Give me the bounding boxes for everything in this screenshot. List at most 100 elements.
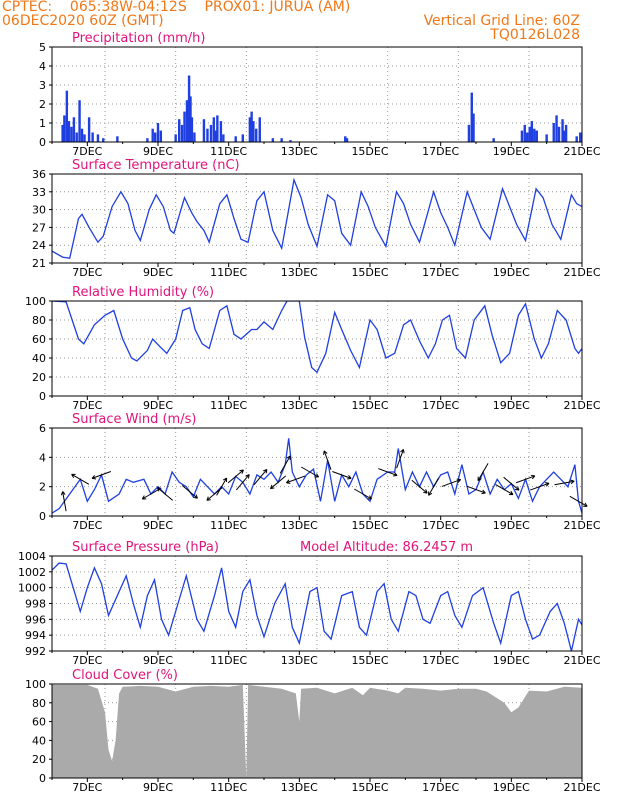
wind-arrow-head [481, 489, 486, 495]
precip-bar [206, 128, 209, 142]
x-tick-label: 21DEC [563, 266, 600, 279]
precip-bar [183, 111, 186, 142]
precip-bar [209, 124, 213, 142]
wind-arrow-head [570, 479, 575, 485]
precip-bar [533, 128, 536, 142]
y-tick-label: 4 [39, 451, 46, 464]
y-tick-label: 994 [25, 629, 46, 642]
y-tick-label: 5 [39, 41, 46, 54]
y-tick-label: 40 [32, 352, 46, 365]
x-tick-label: 13DEC [281, 266, 318, 279]
precip-bar [250, 111, 253, 142]
precip-bar [212, 117, 216, 142]
x-tick-label: 17DEC [422, 266, 459, 279]
y-tick-label: 998 [25, 598, 46, 611]
precip-bar [116, 136, 119, 142]
y-tick-label: 21 [32, 257, 46, 270]
precip-bar [96, 134, 100, 142]
y-tick-label: 80 [32, 697, 46, 710]
wind-arrow [323, 450, 332, 470]
wind-arrow [515, 475, 536, 484]
panel-5: 992 994 996 998 1000 1002 1004 7DEC 9DEC 11DEC 13D… [18, 540, 601, 667]
series-line [52, 562, 582, 651]
precip-bar [345, 138, 349, 142]
wind-arrow [354, 488, 372, 500]
x-tick-label: 11DEC [210, 654, 247, 667]
precip-bar [271, 138, 275, 142]
precip-bar [91, 132, 94, 142]
wind-arrow [411, 479, 428, 494]
cloud-cover-area [52, 684, 582, 778]
precip-bar [280, 138, 283, 142]
precip-bar [492, 138, 495, 142]
y-tick-label: 6 [39, 422, 46, 435]
y-tick-label: 27 [32, 221, 46, 234]
wind-arrow [495, 484, 514, 496]
precip-bar [545, 134, 548, 142]
precip-bar [202, 119, 206, 142]
wind-arrow [253, 469, 268, 486]
x-tick-label: 21DEC [563, 654, 600, 667]
x-tick-label: 13DEC [281, 519, 318, 532]
precip-bar [530, 121, 534, 142]
x-tick-label: 15DEC [351, 399, 388, 412]
panel-title: Cloud Cover (%) [72, 668, 178, 683]
y-tick-label: 30 [32, 204, 46, 217]
precip-bar [193, 132, 196, 142]
wind-arrow-head [477, 476, 482, 482]
panel-annotation: Model Altitude: 86.2457 m [300, 540, 473, 555]
y-tick-label: 4 [39, 60, 46, 73]
x-tick-label: 15DEC [351, 654, 388, 667]
wind-arrow-head [286, 455, 291, 461]
precip-bar [78, 100, 81, 142]
wind-arrow-head [514, 486, 520, 491]
wind-arrow [503, 476, 520, 491]
y-tick-label: 0 [39, 390, 46, 403]
wind-arrow [554, 480, 575, 486]
panel-title: Relative Humidity (%) [72, 285, 214, 300]
precip-bar [467, 124, 471, 142]
x-tick-label: 15DEC [351, 145, 388, 158]
x-tick-label: 21DEC [563, 145, 600, 158]
x-tick-label: 13DEC [281, 654, 318, 667]
wind-arrow [227, 469, 244, 484]
wind-arrow-head [286, 479, 291, 484]
precip-bar [189, 96, 192, 142]
precip-bar [174, 134, 177, 142]
precip-bar [523, 124, 526, 142]
x-tick-label: 7DEC [72, 519, 102, 532]
panel-6: 0 20 40 60 80 100 7DEC 9DEC 11DEC 13DEC 15DEC 17DEC… [25, 668, 601, 794]
y-tick-label: 100 [25, 678, 46, 691]
wind-arrow [181, 484, 198, 499]
precip-bar [252, 121, 255, 142]
wind-arrow-head [428, 491, 433, 496]
panel-4: 0 2 4 6 7DEC 9DEC 11DEC 13DEC 15DEC 17DEC 19DEC 21D… [39, 412, 601, 532]
wind-arrow [332, 471, 352, 479]
wind-arrow-head [508, 490, 514, 496]
wind-arrow-head [583, 502, 588, 507]
precip-bar [159, 130, 163, 142]
y-tick-label: 3 [39, 79, 46, 92]
precip-bar [289, 140, 292, 142]
x-tick-label: 17DEC [422, 145, 459, 158]
precip-bar [470, 92, 473, 142]
precip-bar [344, 136, 347, 142]
x-tick-label: 9DEC [143, 781, 173, 794]
wind-arrow-head [141, 495, 147, 500]
wind-arrow-head [156, 487, 162, 492]
panel-title: Precipitation (mm/h) [72, 31, 205, 46]
plot-frame [51, 300, 583, 397]
wind-arrow [441, 479, 461, 487]
x-tick-label: 9DEC [143, 266, 173, 279]
wind-arrow [279, 455, 291, 474]
precip-bar [472, 113, 475, 142]
wind-arrow [142, 488, 160, 500]
wind-arrow-head [71, 473, 76, 479]
x-tick-label: 9DEC [143, 145, 173, 158]
precip-bar [185, 100, 189, 142]
plot-frame [51, 683, 583, 779]
panel-1: 0 1 2 3 4 5 7DEC 9DEC 11DEC 13DEC 15DEC 17DEC 19DEC 2… [39, 31, 601, 158]
precip-bar [535, 130, 538, 142]
x-tick-label: 19DEC [493, 654, 530, 667]
panel-2: 21 24 27 30 33 36 7DEC 9DEC 11DEC 13DEC 15DEC 17DEC… [32, 158, 601, 279]
